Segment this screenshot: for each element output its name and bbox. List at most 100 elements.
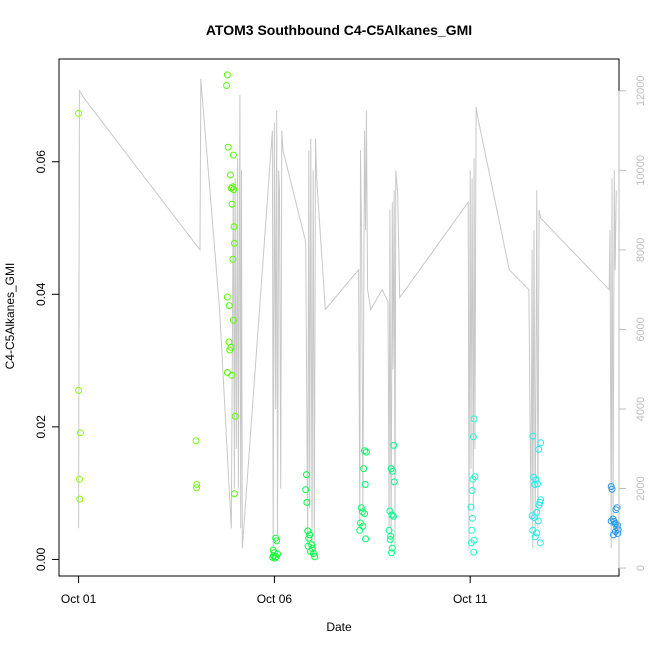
- data-point: [388, 549, 395, 557]
- data-point: [223, 82, 231, 89]
- data-point: [311, 553, 319, 561]
- data-point: [229, 151, 237, 159]
- data-point: [305, 534, 313, 542]
- altitude-line: [78, 78, 617, 557]
- x-tick-label: Oct 06: [257, 592, 293, 606]
- data-point: [357, 504, 365, 512]
- data-point: [528, 512, 536, 520]
- data-point: [228, 200, 236, 208]
- data-point: [469, 514, 476, 522]
- secondary-y-axis: 0 2000 4000 6000 8000 10000 12000: [618, 76, 647, 571]
- data-point: [389, 467, 397, 475]
- y-tick-label: 0.06: [34, 150, 48, 174]
- secondary-y-tick-label: 4000: [635, 397, 647, 421]
- data-point: [388, 544, 396, 552]
- data-point: [231, 412, 239, 420]
- data-point: [470, 548, 478, 556]
- secondary-y-tick-label: 0: [635, 565, 647, 571]
- data-point: [533, 529, 541, 537]
- data-point: [388, 511, 396, 519]
- data-point: [230, 239, 238, 247]
- secondary-y-tick-label: 10000: [635, 155, 647, 186]
- data-point: [308, 541, 316, 549]
- data-point: [274, 550, 281, 558]
- data-point: [356, 526, 364, 534]
- x-axis: Oct 01 Oct 06 Oct 11: [61, 575, 488, 606]
- data-point: [75, 475, 83, 483]
- data-point: [470, 415, 478, 423]
- data-point: [614, 530, 622, 538]
- data-point: [77, 429, 84, 437]
- points-layer: [75, 71, 622, 562]
- data-point: [192, 437, 200, 445]
- y-axis-label: C4-C5Alkanes_GMI: [3, 263, 17, 370]
- data-point: [532, 476, 540, 484]
- y-tick-label: 0.02: [34, 415, 48, 439]
- data-point: [76, 495, 84, 503]
- data-point: [223, 293, 231, 301]
- data-point: [193, 484, 200, 492]
- data-point: [468, 487, 476, 494]
- data-point: [536, 539, 544, 547]
- data-point: [361, 447, 368, 455]
- data-point: [531, 533, 539, 541]
- data-point: [362, 448, 370, 456]
- y-axis: 0.00 0.02 0.04 0.06: [34, 150, 60, 571]
- secondary-y-tick-label: 6000: [635, 317, 647, 341]
- data-point: [468, 526, 476, 534]
- data-point: [225, 302, 233, 310]
- data-point: [387, 532, 395, 540]
- data-point: [386, 536, 394, 543]
- chart-title: ATOM3 Southbound C4-C5Alkanes_GMI: [206, 22, 472, 38]
- data-point: [303, 471, 310, 479]
- data-point: [75, 109, 83, 117]
- data-point: [608, 485, 616, 493]
- data-point: [302, 486, 310, 494]
- y-tick-label: 0.04: [34, 282, 48, 306]
- data-point: [359, 508, 366, 516]
- data-point: [467, 539, 475, 547]
- data-point: [537, 439, 545, 447]
- data-point: [534, 480, 541, 488]
- data-point: [229, 255, 237, 263]
- data-point: [467, 503, 475, 511]
- x-tick-label: Oct 11: [453, 592, 488, 606]
- data-point: [227, 171, 234, 179]
- data-point: [535, 445, 543, 453]
- secondary-y-tick-label: 12000: [635, 76, 647, 107]
- data-point: [230, 186, 238, 194]
- data-point: [610, 531, 617, 539]
- data-point: [361, 481, 369, 488]
- data-point: [389, 512, 397, 520]
- data-point: [230, 223, 238, 231]
- x-axis-label: Date: [326, 620, 352, 634]
- data-point: [224, 143, 232, 151]
- data-point: [229, 316, 237, 324]
- secondary-y-tick-label: 8000: [635, 238, 647, 262]
- data-point: [75, 386, 83, 394]
- data-point: [273, 537, 281, 545]
- y-tick-label: 0.00: [34, 547, 48, 571]
- data-point: [303, 498, 311, 506]
- data-point: [193, 481, 201, 488]
- data-point: [306, 531, 314, 539]
- data-point: [469, 475, 477, 483]
- data-point: [362, 535, 370, 543]
- data-point: [230, 490, 238, 498]
- data-point: [228, 371, 236, 379]
- data-point: [390, 478, 398, 486]
- data-point: [271, 554, 279, 562]
- data-point: [360, 465, 368, 473]
- data-point: [304, 542, 312, 550]
- data-point: [390, 441, 398, 449]
- data-point: [531, 481, 539, 488]
- data-point: [304, 527, 312, 535]
- data-point: [361, 510, 368, 518]
- data-point: [469, 433, 477, 441]
- data-point: [226, 346, 234, 354]
- data-point: [535, 501, 543, 509]
- secondary-y-tick-label: 2000: [635, 476, 647, 500]
- altitude-line-layer: [78, 78, 617, 557]
